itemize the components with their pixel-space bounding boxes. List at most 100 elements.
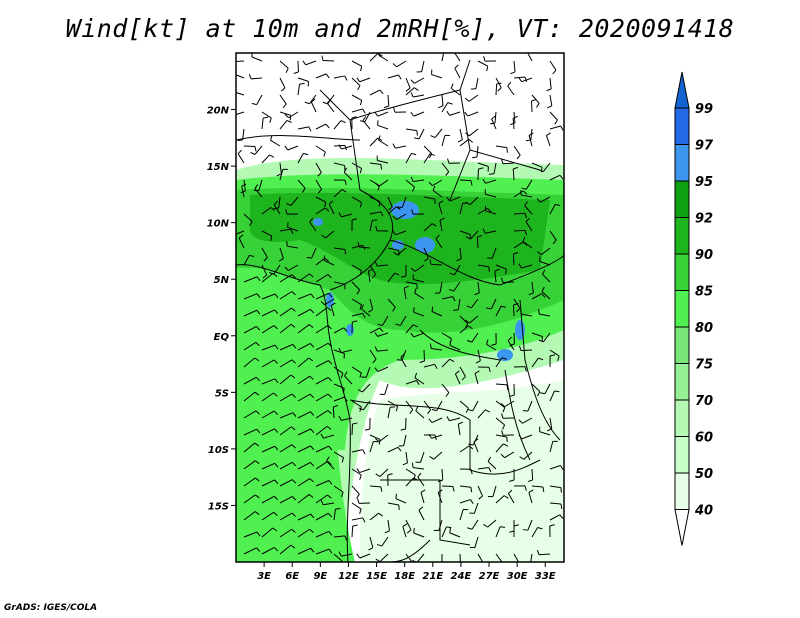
lat-tick-label: 15N (207, 162, 230, 173)
wind-barb (286, 196, 299, 206)
colorbar-label: 75 (695, 358, 713, 373)
wind-barb (270, 135, 281, 147)
wind-barb (326, 98, 335, 113)
rh-ocean (236, 267, 355, 562)
wind-barb (423, 363, 438, 369)
wind-barb (441, 296, 456, 302)
wind-barb (377, 120, 389, 130)
wind-barb (531, 94, 540, 108)
wind-barb (369, 53, 383, 62)
wind-barb (546, 77, 552, 92)
wind-barb (459, 315, 469, 329)
wind-barb (276, 162, 282, 177)
wind-barb (549, 440, 558, 453)
wind-barb (465, 230, 479, 240)
wind-barb (549, 514, 564, 521)
wind-barb (297, 83, 305, 96)
wind-barb (344, 371, 353, 385)
wind-barb (518, 434, 533, 440)
wind-barb (402, 523, 408, 538)
wind-barb (351, 485, 360, 499)
wind-barb (351, 468, 362, 480)
wind-barb (333, 327, 348, 334)
wind-barb (491, 332, 497, 346)
wind-barb (326, 456, 335, 470)
wind-barb (417, 472, 425, 487)
wind-barb (243, 460, 260, 470)
wind-barb (261, 428, 279, 436)
wind-barb (549, 111, 558, 125)
wind-barb (243, 376, 261, 385)
wind-barb (261, 479, 279, 487)
wind-barb (351, 320, 358, 334)
wind-barb (513, 76, 528, 82)
wind-barb (369, 441, 379, 453)
wind-barb (513, 145, 521, 160)
wind-barb (495, 357, 507, 368)
wind-barb (374, 179, 389, 187)
wind-barb (310, 98, 317, 113)
wind-barb (403, 285, 409, 300)
wind-barb (297, 152, 309, 164)
wind-barb (396, 349, 407, 361)
wind-barb (333, 162, 346, 171)
wind-barb (416, 60, 425, 73)
wind-barb (410, 176, 425, 183)
wind-barb (446, 110, 461, 116)
wind-barb (279, 94, 287, 109)
wind-barb (513, 190, 528, 198)
wind-barb (441, 358, 455, 368)
wind-barb (315, 257, 329, 266)
wind-barb (243, 511, 260, 521)
wind-barb (387, 473, 393, 487)
wind-barb (438, 94, 444, 109)
wind-barb (549, 125, 564, 131)
wind-barb (456, 247, 462, 262)
wind-barb (400, 353, 407, 368)
wind-barb (432, 185, 443, 198)
wind-barb (433, 519, 443, 532)
wind-barb (297, 445, 315, 453)
wind-barb (361, 366, 371, 378)
wind-barb (536, 549, 551, 556)
wind-barb (454, 64, 461, 79)
wind-barb (410, 92, 425, 98)
wind-barb (278, 247, 284, 262)
wind-barb (428, 433, 443, 439)
wind-barb (351, 366, 362, 378)
wind-barb (484, 189, 497, 198)
wind-barb (369, 137, 383, 147)
wind-barb (459, 508, 469, 521)
wind-barb (405, 128, 418, 136)
wind-barb (549, 465, 564, 470)
lat-tick-label: 10N (207, 219, 230, 230)
wind-barb (495, 82, 502, 96)
wind-barb (343, 167, 353, 181)
wind-barb (374, 366, 389, 372)
wind-barb (495, 77, 502, 92)
wind-barb (441, 134, 450, 147)
wind-barb (495, 526, 506, 538)
wind-barb (495, 443, 509, 453)
wind-barb (284, 145, 299, 151)
wind-barb (412, 274, 425, 283)
wind-barb (351, 218, 358, 232)
wind-barb (302, 60, 317, 66)
lon-tick-label: 27E (479, 571, 500, 582)
wind-barb (338, 415, 353, 421)
wind-barb (465, 196, 479, 206)
wind-barb (400, 417, 407, 431)
wind-barb (285, 209, 299, 215)
wind-barb (423, 223, 437, 232)
wind-barb (450, 83, 461, 96)
wind-barb (531, 357, 544, 368)
wind-barb (541, 269, 551, 283)
wind-barb (395, 493, 407, 504)
wind-barb (486, 298, 497, 310)
wind-barb (261, 359, 278, 368)
wind-barb (429, 259, 443, 266)
wind-barb (315, 342, 333, 351)
wind-barb (241, 183, 247, 198)
wind-barb (471, 145, 479, 159)
